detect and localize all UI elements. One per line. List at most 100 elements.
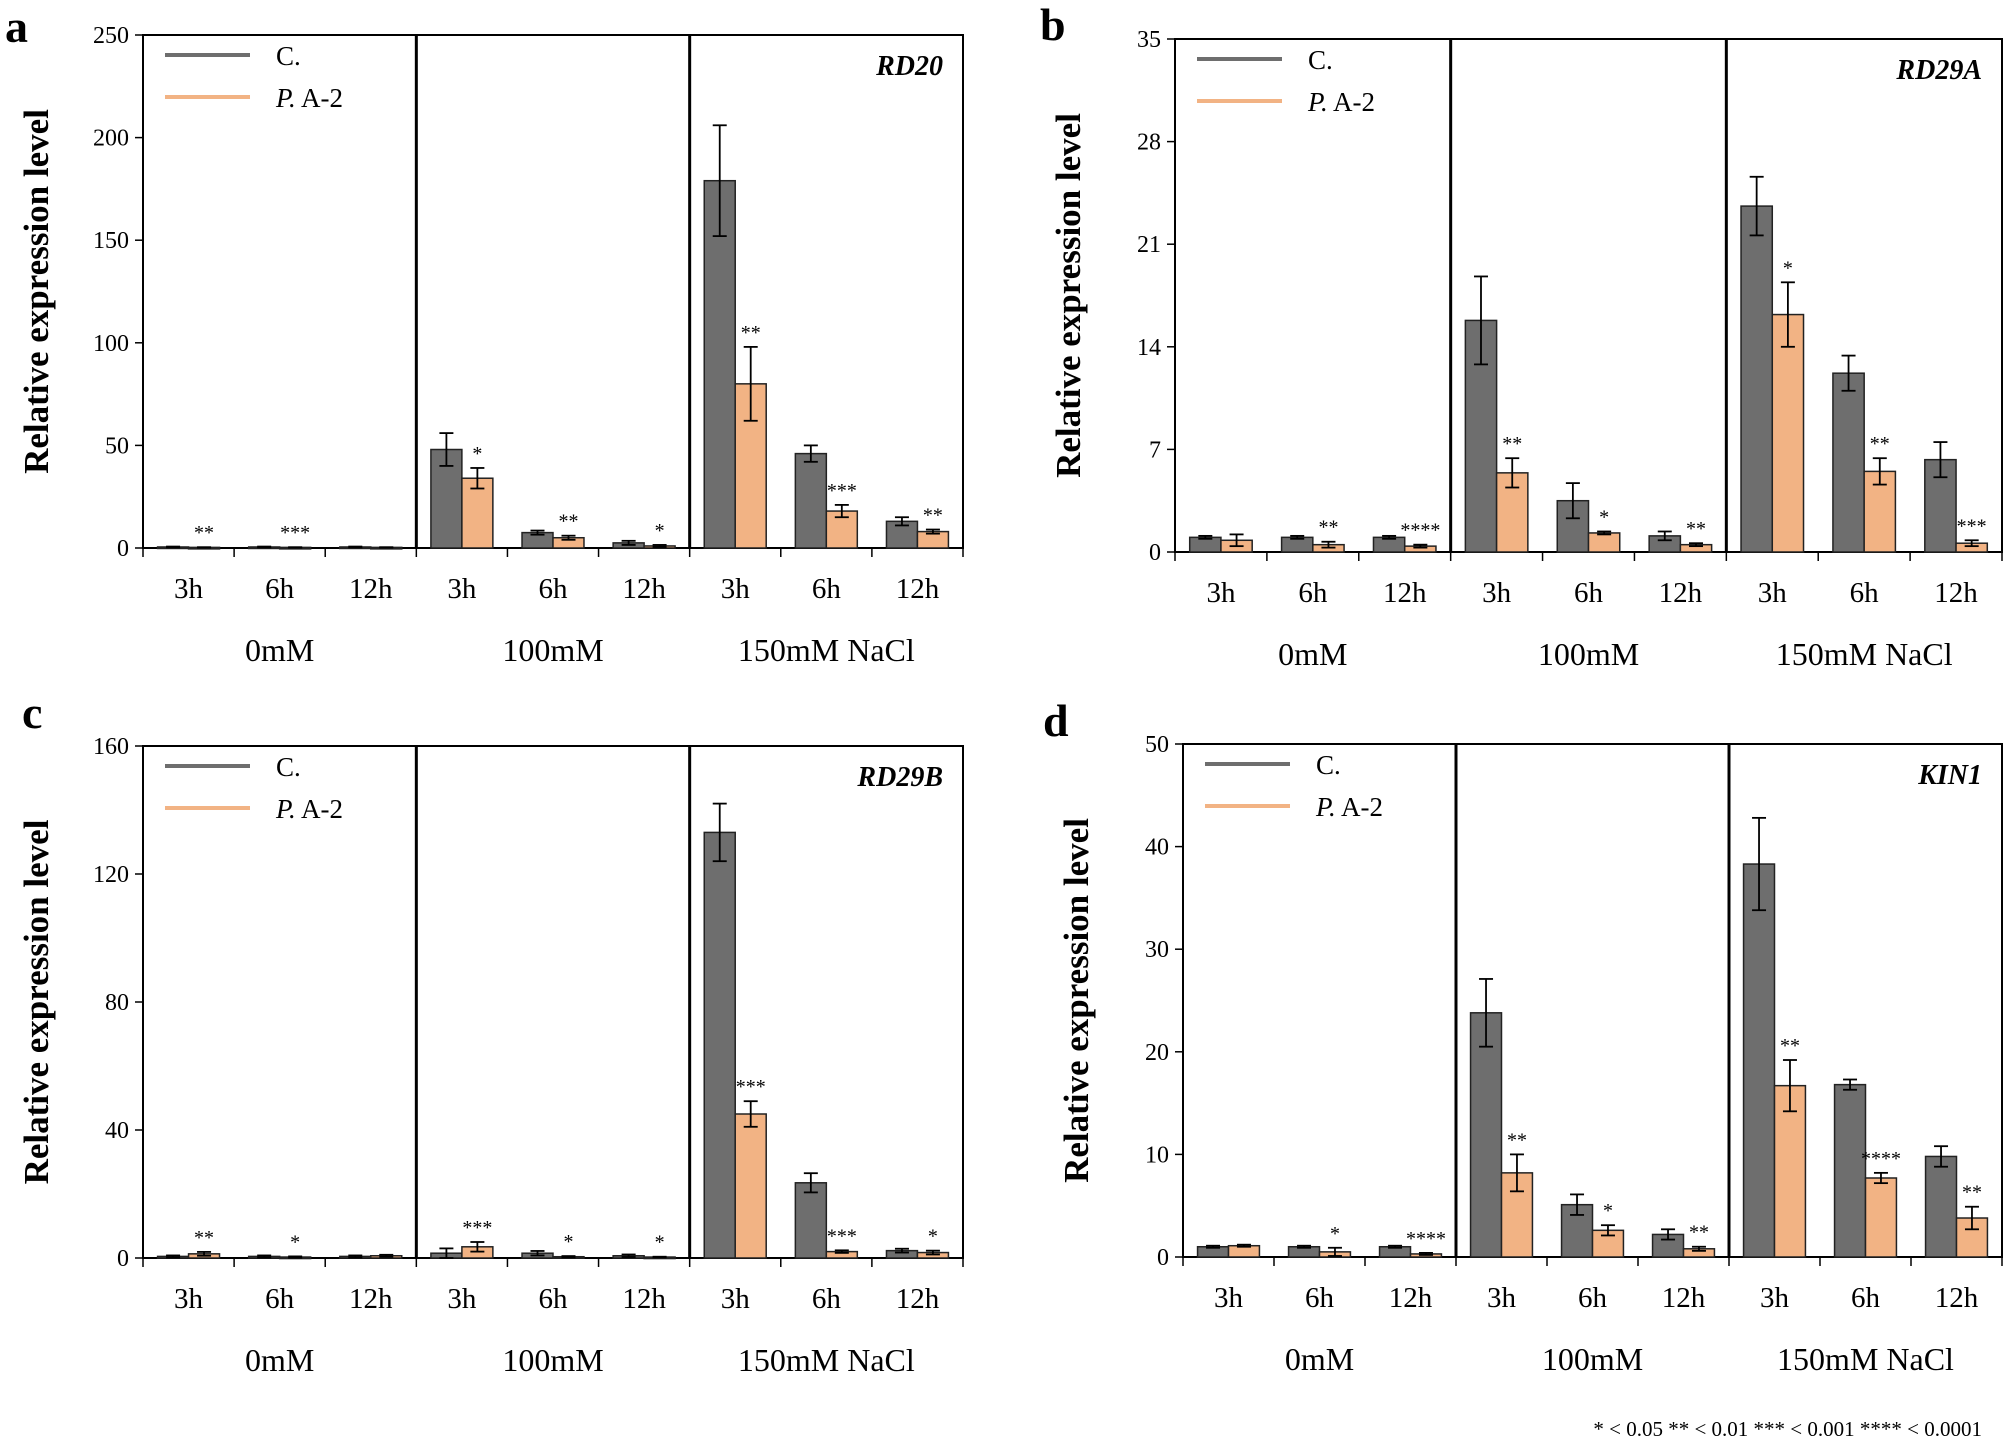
gene-title: RD29A [1895,55,1982,86]
group-label: 0mM [1278,636,1347,672]
panel-label: a [5,1,28,52]
y-tick-label: 0 [1149,540,1161,566]
significance-mark: *** [280,522,310,544]
x-tick-label: 6h [265,573,295,605]
legend-genus: P. [1315,792,1336,822]
y-tick-label: 50 [105,433,129,459]
legend-label: P. A-2 [1315,792,1383,822]
significance-mark: *** [827,1225,857,1247]
y-tick-label: 40 [105,1118,129,1144]
y-tick-label: 14 [1137,335,1161,361]
significance-mark: * [1599,506,1609,528]
y-tick-label: 150 [93,228,129,254]
x-tick-label: 6h [539,1283,569,1315]
y-tick-label: 80 [105,990,129,1016]
y-tick-label: 120 [93,862,129,888]
y-tick-label: 10 [1145,1142,1169,1168]
group-label: 100mM [502,1342,603,1378]
y-tick-label: 0 [117,1246,129,1272]
bar-control [1833,1083,1867,1258]
significance-mark: **** [1400,520,1440,542]
y-tick-label: 35 [1137,27,1161,53]
significance-mark: * [290,1231,300,1253]
y-tick-label: 0 [117,536,129,562]
x-tick-label: 12h [896,573,940,605]
group-label: 150mM NaCl [1776,636,1953,672]
panel-label: c [22,687,42,738]
significance-footnote: * < 0.05 ** < 0.01 *** < 0.001 **** < 0.… [1593,1417,1982,1439]
panel-label: d [1043,695,1069,746]
gene-title: RD29B [856,762,943,793]
x-tick-label: 6h [1574,577,1604,609]
x-tick-label: 12h [1383,577,1427,609]
significance-mark: **** [1861,1148,1901,1170]
bar-treatment [1773,1084,1807,1258]
significance-mark: ** [741,322,761,344]
x-tick-label: 12h [349,1283,393,1315]
significance-mark: * [1603,1200,1613,1222]
group-label: 0mM [245,632,314,668]
y-axis-title: Relative expression level [17,109,56,474]
significance-mark: ** [1502,433,1522,455]
legend-label: C. [276,41,301,71]
x-tick-label: 6h [1850,577,1880,609]
plot-frame [142,34,964,549]
significance-mark: ** [194,1227,214,1249]
y-tick-label: 21 [1137,232,1161,258]
x-tick-label: 3h [1482,577,1512,609]
bar-treatment [734,1113,767,1259]
panel-d: d 0 10 20 30 40 50 Relative expression level 3h *… [1043,695,2003,1377]
x-tick-label: 12h [622,1283,666,1315]
bar-control [1924,458,1957,553]
legend-text: C. [1316,750,1341,780]
significance-mark: * [655,1232,665,1254]
significance-mark: **** [1406,1228,1446,1250]
legend-label: P. A-2 [1307,87,1375,117]
x-tick-label: 6h [812,1283,842,1315]
significance-mark: ** [1686,518,1706,540]
legend-text: A-2 [296,83,343,113]
bar-treatment [461,477,494,549]
bar-control [703,179,736,549]
y-tick-label: 0 [1157,1245,1169,1271]
x-tick-label: 3h [174,1283,204,1315]
significance-mark: ** [194,522,214,544]
y-tick-label: 40 [1145,835,1169,861]
y-tick-label: 30 [1145,937,1169,963]
y-tick-label: 160 [93,734,129,760]
legend-text: A-2 [1328,87,1375,117]
group-label: 0mM [245,1342,314,1378]
legend-text: C. [1308,45,1333,75]
x-tick-label: 3h [1214,1282,1244,1314]
x-tick-label: 6h [1578,1282,1608,1314]
bar-control [1832,372,1865,553]
bar-control [703,831,736,1259]
significance-mark: *** [1957,515,1987,537]
group-label: 100mM [1542,1341,1643,1377]
y-tick-label: 28 [1137,130,1161,156]
significance-mark: ** [923,505,943,527]
y-axis-title: Relative expression level [1049,113,1088,478]
significance-mark: ** [1507,1129,1527,1151]
group-label: 100mM [1538,636,1639,672]
bar-treatment [1955,1217,1989,1258]
x-tick-label: 3h [721,1283,751,1315]
x-tick-label: 6h [539,573,569,605]
x-tick-label: 3h [447,573,477,605]
group-label: 150mM NaCl [738,632,915,668]
y-axis-title: Relative expression level [1057,818,1096,1183]
legend-label: P. A-2 [275,794,343,824]
x-tick-label: 12h [1662,1282,1706,1314]
bar-control [1740,205,1774,553]
x-tick-label: 6h [1851,1282,1881,1314]
legend-genus: P. [275,83,296,113]
significance-mark: * [1330,1223,1340,1245]
plot-frame [142,745,964,1259]
legend-text: A-2 [296,794,343,824]
y-tick-label: 20 [1145,1040,1169,1066]
y-tick-label: 50 [1145,732,1169,758]
significance-mark: *** [462,1217,492,1239]
y-tick-label: 100 [93,331,129,357]
x-tick-label: 12h [349,573,393,605]
